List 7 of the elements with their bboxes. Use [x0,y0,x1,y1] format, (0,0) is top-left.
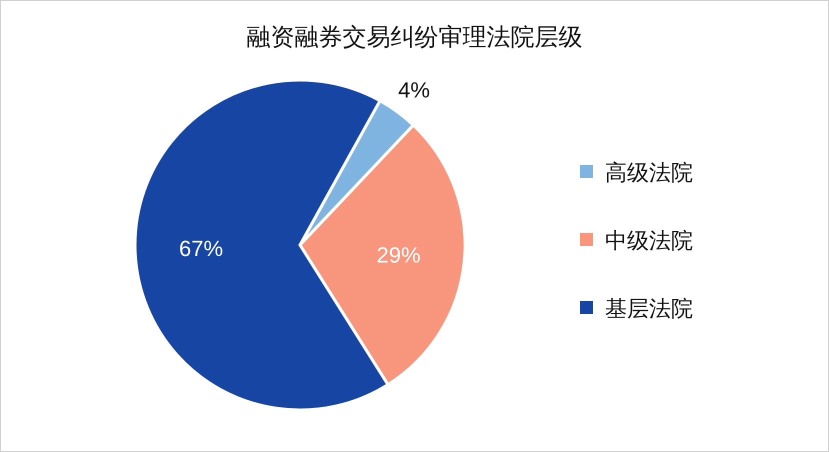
legend-label: 中级法院 [605,228,693,253]
legend-label: 高级法院 [605,160,693,185]
legend-label: 基层法院 [605,296,693,321]
data-label: 67% [179,236,224,261]
data-label: 29% [376,242,421,268]
chart-title: 融资融券交易纠纷审理法院层级 [246,24,582,51]
data-label: 4% [398,77,430,102]
